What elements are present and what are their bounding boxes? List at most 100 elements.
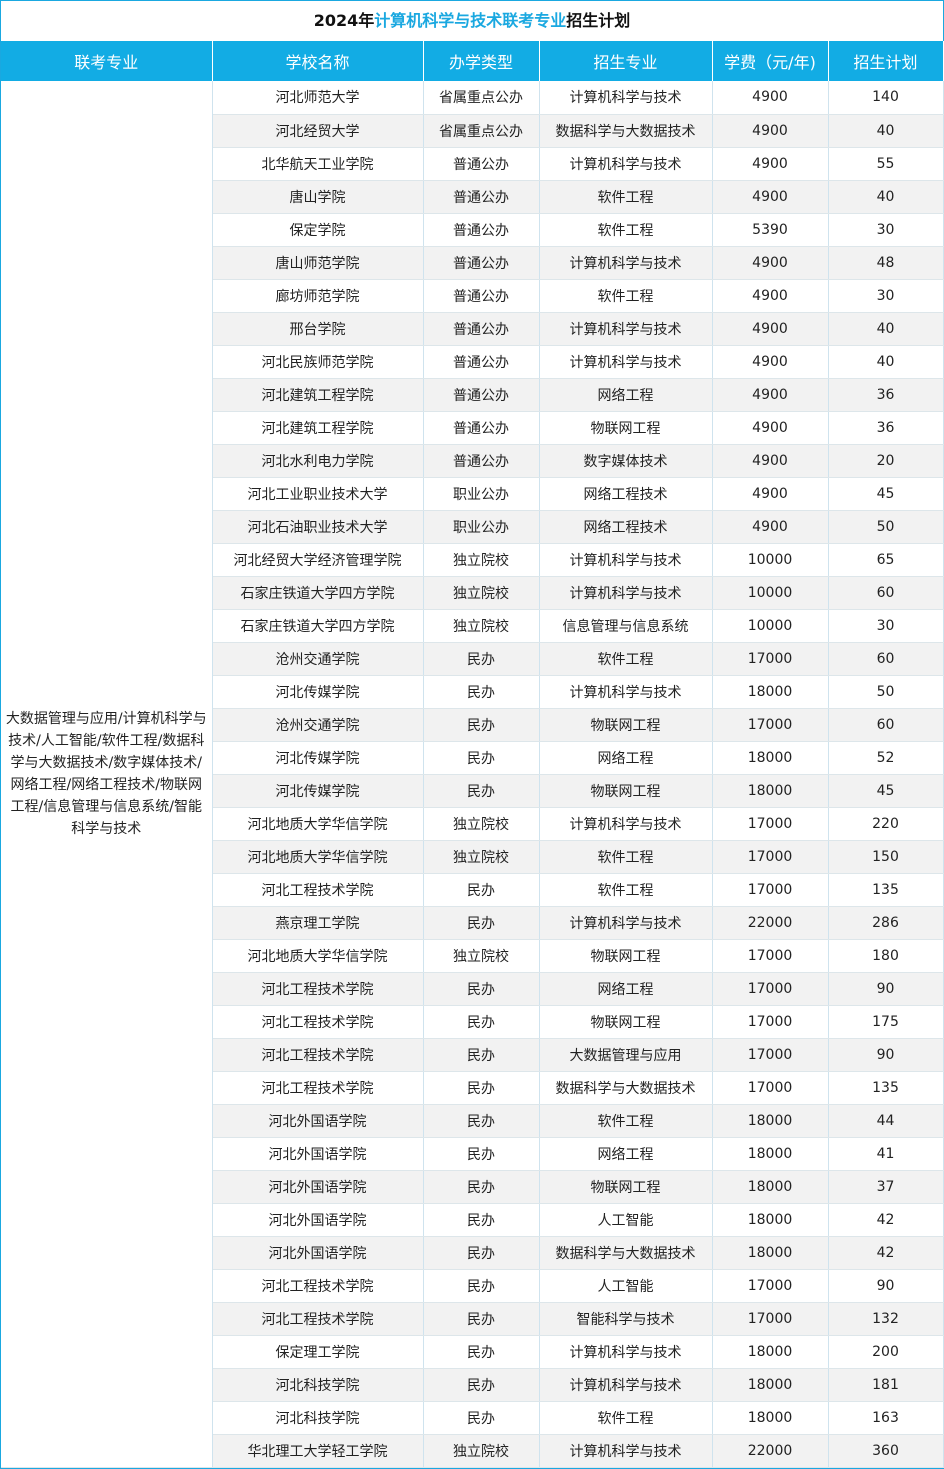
school-name-cell: 燕京理工学院 xyxy=(212,906,424,940)
plan-count-cell: 50 xyxy=(828,510,944,544)
table-row: 河北建筑工程学院 普通公办 网络工程 4900 36 xyxy=(1,378,944,412)
table-row: 河北地质大学华信学院 独立院校 计算机科学与技术 17000 220 xyxy=(1,807,944,841)
school-type-cell: 普通公办 xyxy=(423,312,540,346)
table-row: 沧州交通学院 民办 软件工程 17000 60 xyxy=(1,642,944,676)
title-highlight: 计算机科学与技术联考专业 xyxy=(374,11,567,30)
enrollment-table: 联考专业 学校名称 办学类型 招生专业 学费（元/年) 招生计划 大数据管理与应… xyxy=(1,41,944,1468)
school-type-cell: 民办 xyxy=(423,1401,540,1435)
plan-count-cell: 45 xyxy=(828,477,944,511)
tuition-cell: 4900 xyxy=(712,510,829,544)
major-cell: 人工智能 xyxy=(539,1203,713,1237)
table-row: 河北工程技术学院 民办 智能科学与技术 17000 132 xyxy=(1,1302,944,1336)
major-cell: 智能科学与技术 xyxy=(539,1302,713,1336)
school-type-cell: 独立院校 xyxy=(423,1434,540,1468)
tuition-cell: 17000 xyxy=(712,1269,829,1303)
tuition-cell: 18000 xyxy=(712,675,829,709)
table-row: 河北水利电力学院 普通公办 数字媒体技术 4900 20 xyxy=(1,444,944,478)
table-row: 河北石油职业技术大学 职业公办 网络工程技术 4900 50 xyxy=(1,510,944,544)
school-name-cell: 河北民族师范学院 xyxy=(212,345,424,379)
school-name-cell: 保定理工学院 xyxy=(212,1335,424,1369)
major-cell: 网络工程 xyxy=(539,741,713,775)
major-cell: 计算机科学与技术 xyxy=(539,81,713,115)
major-cell: 软件工程 xyxy=(539,873,713,907)
plan-count-cell: 42 xyxy=(828,1236,944,1270)
tuition-cell: 17000 xyxy=(712,807,829,841)
major-cell: 物联网工程 xyxy=(539,1005,713,1039)
header-type: 办学类型 xyxy=(423,41,540,81)
school-type-cell: 民办 xyxy=(423,675,540,709)
table-row: 河北科技学院 民办 软件工程 18000 163 xyxy=(1,1401,944,1435)
tuition-cell: 18000 xyxy=(712,1236,829,1270)
school-name-cell: 石家庄铁道大学四方学院 xyxy=(212,576,424,610)
school-type-cell: 省属重点公办 xyxy=(423,81,540,115)
table-row: 河北传媒学院 民办 物联网工程 18000 45 xyxy=(1,774,944,808)
major-cell: 计算机科学与技术 xyxy=(539,1368,713,1402)
major-cell: 软件工程 xyxy=(539,213,713,247)
school-name-cell: 河北工业职业技术大学 xyxy=(212,477,424,511)
header-major-group: 联考专业 xyxy=(1,41,213,81)
tuition-cell: 4900 xyxy=(712,180,829,214)
plan-count-cell: 163 xyxy=(828,1401,944,1435)
major-cell: 数据科学与大数据技术 xyxy=(539,114,713,148)
tuition-cell: 4900 xyxy=(712,246,829,280)
major-cell: 网络工程 xyxy=(539,1137,713,1171)
school-name-cell: 河北外国语学院 xyxy=(212,1137,424,1171)
major-cell: 网络工程 xyxy=(539,378,713,412)
table-row: 华北理工大学轻工学院 独立院校 计算机科学与技术 22000 360 xyxy=(1,1434,944,1468)
plan-count-cell: 132 xyxy=(828,1302,944,1336)
school-name-cell: 保定学院 xyxy=(212,213,424,247)
school-type-cell: 普通公办 xyxy=(423,279,540,313)
school-type-cell: 民办 xyxy=(423,1005,540,1039)
table-row: 沧州交通学院 民办 物联网工程 17000 60 xyxy=(1,708,944,742)
major-cell: 数据科学与大数据技术 xyxy=(539,1236,713,1270)
plan-count-cell: 36 xyxy=(828,411,944,445)
table-row: 河北传媒学院 民办 网络工程 18000 52 xyxy=(1,741,944,775)
major-cell: 软件工程 xyxy=(539,279,713,313)
tuition-cell: 4900 xyxy=(712,411,829,445)
tuition-cell: 22000 xyxy=(712,1434,829,1468)
school-name-cell: 河北地质大学华信学院 xyxy=(212,840,424,874)
school-name-cell: 河北外国语学院 xyxy=(212,1236,424,1270)
major-cell: 网络工程技术 xyxy=(539,477,713,511)
school-name-cell: 石家庄铁道大学四方学院 xyxy=(212,609,424,643)
tuition-cell: 4900 xyxy=(712,81,829,115)
major-cell: 计算机科学与技术 xyxy=(539,1434,713,1468)
school-name-cell: 河北工程技术学院 xyxy=(212,1269,424,1303)
tuition-cell: 18000 xyxy=(712,1104,829,1138)
table-row: 燕京理工学院 民办 计算机科学与技术 22000 286 xyxy=(1,906,944,940)
major-cell: 信息管理与信息系统 xyxy=(539,609,713,643)
major-cell: 计算机科学与技术 xyxy=(539,675,713,709)
plan-count-cell: 90 xyxy=(828,972,944,1006)
school-name-cell: 河北地质大学华信学院 xyxy=(212,939,424,973)
school-type-cell: 职业公办 xyxy=(423,477,540,511)
school-type-cell: 普通公办 xyxy=(423,444,540,478)
major-cell: 计算机科学与技术 xyxy=(539,1335,713,1369)
table-row: 河北外国语学院 民办 人工智能 18000 42 xyxy=(1,1203,944,1237)
plan-count-cell: 48 xyxy=(828,246,944,280)
school-name-cell: 河北科技学院 xyxy=(212,1368,424,1402)
school-name-cell: 唐山学院 xyxy=(212,180,424,214)
plan-count-cell: 40 xyxy=(828,114,944,148)
school-name-cell: 河北科技学院 xyxy=(212,1401,424,1435)
school-name-cell: 华北理工大学轻工学院 xyxy=(212,1434,424,1468)
school-type-cell: 民办 xyxy=(423,1302,540,1336)
tuition-cell: 10000 xyxy=(712,543,829,577)
school-type-cell: 独立院校 xyxy=(423,807,540,841)
header-school: 学校名称 xyxy=(212,41,424,81)
tuition-cell: 5390 xyxy=(712,213,829,247)
school-name-cell: 河北工程技术学院 xyxy=(212,972,424,1006)
table-row: 唐山学院 普通公办 软件工程 4900 40 xyxy=(1,180,944,214)
school-type-cell: 民办 xyxy=(423,873,540,907)
plan-count-cell: 45 xyxy=(828,774,944,808)
major-cell: 大数据管理与应用 xyxy=(539,1038,713,1072)
plan-count-cell: 90 xyxy=(828,1269,944,1303)
school-type-cell: 民办 xyxy=(423,1104,540,1138)
table-row: 河北地质大学华信学院 独立院校 物联网工程 17000 180 xyxy=(1,939,944,973)
table-row: 河北工程技术学院 民办 软件工程 17000 135 xyxy=(1,873,944,907)
school-type-cell: 独立院校 xyxy=(423,609,540,643)
school-type-cell: 普通公办 xyxy=(423,246,540,280)
major-cell: 物联网工程 xyxy=(539,939,713,973)
table-row: 廊坊师范学院 普通公办 软件工程 4900 30 xyxy=(1,279,944,313)
plan-count-cell: 60 xyxy=(828,642,944,676)
school-name-cell: 沧州交通学院 xyxy=(212,642,424,676)
